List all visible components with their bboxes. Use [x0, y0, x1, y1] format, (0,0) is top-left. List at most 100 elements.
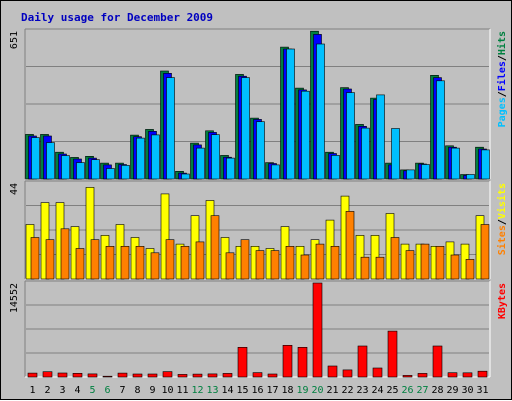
bar-kbytes-day-22	[342, 369, 353, 378]
bar-sites-day-12	[195, 241, 205, 280]
bar-pages-day-17	[271, 164, 280, 180]
x-tick-label: 23	[356, 385, 368, 396]
bar-pages-day-11	[181, 173, 190, 180]
bar-kbytes-day-16	[252, 372, 263, 378]
bar-sites-day-27	[420, 243, 430, 280]
legend: Pages/Files/Hits	[496, 31, 508, 127]
bar-sites-day-4	[75, 248, 85, 280]
x-tick-label: 12	[191, 385, 203, 396]
bar-sites-day-19	[300, 254, 310, 280]
legend-item-visits: Visits	[496, 183, 508, 219]
bar-sites-day-23	[360, 256, 370, 280]
bar-sites-day-8	[135, 246, 145, 280]
bar-kbytes-day-23	[357, 345, 368, 378]
x-tick-label: 20	[311, 385, 323, 396]
bar-pages-day-26	[406, 169, 415, 180]
chart-title: Daily usage for December 2009	[21, 11, 213, 24]
bar-kbytes-day-10	[162, 371, 173, 378]
bar-sites-day-13	[210, 215, 220, 280]
bar-sites-day-14	[225, 252, 235, 280]
x-tick-label: 31	[476, 385, 488, 396]
bar-pages-day-18	[286, 48, 295, 180]
bar-sites-day-24	[375, 256, 385, 280]
x-tick-label: 6	[104, 385, 110, 396]
bar-kbytes-day-6	[102, 375, 113, 378]
bar-sites-day-30	[465, 259, 475, 280]
x-tick-label: 11	[176, 385, 188, 396]
x-tick-label: 16	[251, 385, 263, 396]
x-tick-label: 28	[431, 385, 443, 396]
bar-sites-day-21	[330, 246, 340, 280]
bar-pages-day-21	[331, 155, 340, 180]
bar-sites-day-2	[45, 239, 55, 280]
bar-pages-day-31	[481, 149, 490, 180]
bar-kbytes-day-26	[402, 375, 413, 378]
legend-separator: /	[497, 91, 508, 97]
bar-kbytes-day-25	[387, 330, 398, 378]
bar-kbytes-day-27	[417, 373, 428, 378]
x-tick-label: 15	[236, 385, 248, 396]
bar-kbytes-day-21	[327, 365, 338, 378]
bar-pages-day-1	[31, 137, 40, 180]
legend-item-sites: Sites	[496, 225, 508, 255]
x-tick-label: 8	[134, 385, 140, 396]
x-tick-label: 24	[371, 385, 383, 396]
y-axis-max-label: 44	[9, 183, 20, 195]
bar-kbytes-day-8	[132, 373, 143, 378]
bar-kbytes-day-12	[192, 373, 203, 378]
bar-pages-day-19	[301, 90, 310, 180]
bar-kbytes-day-19	[297, 346, 308, 378]
bar-sites-day-20	[315, 243, 325, 280]
bar-pages-day-10	[166, 77, 175, 180]
bar-kbytes-day-15	[237, 346, 248, 378]
legend-item-hits: Hits	[496, 31, 508, 55]
y-axis-max-label: 651	[9, 31, 20, 49]
x-tick-label: 4	[74, 385, 80, 396]
bar-pages-day-24	[376, 94, 385, 180]
bar-sites-day-29	[450, 254, 460, 280]
panel-kbytes: 14552 KBytes	[9, 280, 508, 378]
bar-pages-day-28	[436, 80, 445, 180]
x-tick-label: 7	[119, 385, 125, 396]
bar-visits-day-5	[85, 187, 95, 280]
bar-pages-day-16	[256, 121, 265, 180]
bar-sites-day-9	[150, 252, 160, 280]
bar-kbytes-day-13	[207, 373, 218, 378]
x-tick-label: 14	[221, 385, 233, 396]
x-tick-label: 19	[296, 385, 308, 396]
bar-pages-day-3	[61, 155, 70, 180]
bar-pages-day-8	[136, 137, 145, 180]
bar-kbytes-day-17	[267, 373, 278, 378]
bar-kbytes-day-30	[462, 372, 473, 378]
bar-kbytes-day-11	[177, 374, 188, 378]
x-tick-label: 9	[149, 385, 155, 396]
x-tick-label: 5	[89, 385, 95, 396]
x-tick-label: 1	[29, 385, 35, 396]
x-tick-label: 30	[461, 385, 473, 396]
bar-kbytes-day-9	[147, 373, 158, 378]
x-tick-label: 29	[446, 385, 458, 396]
bar-sites-day-22	[345, 211, 355, 280]
bar-sites-day-17	[270, 250, 280, 280]
bar-sites-day-10	[165, 239, 175, 280]
bar-pages-day-5	[91, 159, 100, 180]
bar-kbytes-day-7	[117, 372, 128, 378]
bar-sites-day-6	[105, 246, 115, 280]
legend-item-files: Files	[496, 61, 508, 91]
bar-pages-day-4	[76, 162, 85, 180]
bar-kbytes-day-2	[42, 371, 53, 378]
bar-kbytes-day-18	[282, 344, 293, 378]
legend: Sites/Visits	[496, 183, 508, 255]
x-tick-label: 18	[281, 385, 293, 396]
bar-kbytes-day-28	[432, 345, 443, 378]
x-tick-label: 27	[416, 385, 428, 396]
bar-kbytes-day-14	[222, 373, 233, 378]
bar-sites-day-16	[255, 250, 265, 280]
bar-kbytes-day-3	[57, 372, 68, 378]
bar-pages-day-20	[316, 43, 325, 180]
bar-pages-day-7	[121, 165, 130, 180]
bar-pages-day-12	[196, 147, 205, 180]
bar-pages-day-23	[361, 127, 370, 180]
